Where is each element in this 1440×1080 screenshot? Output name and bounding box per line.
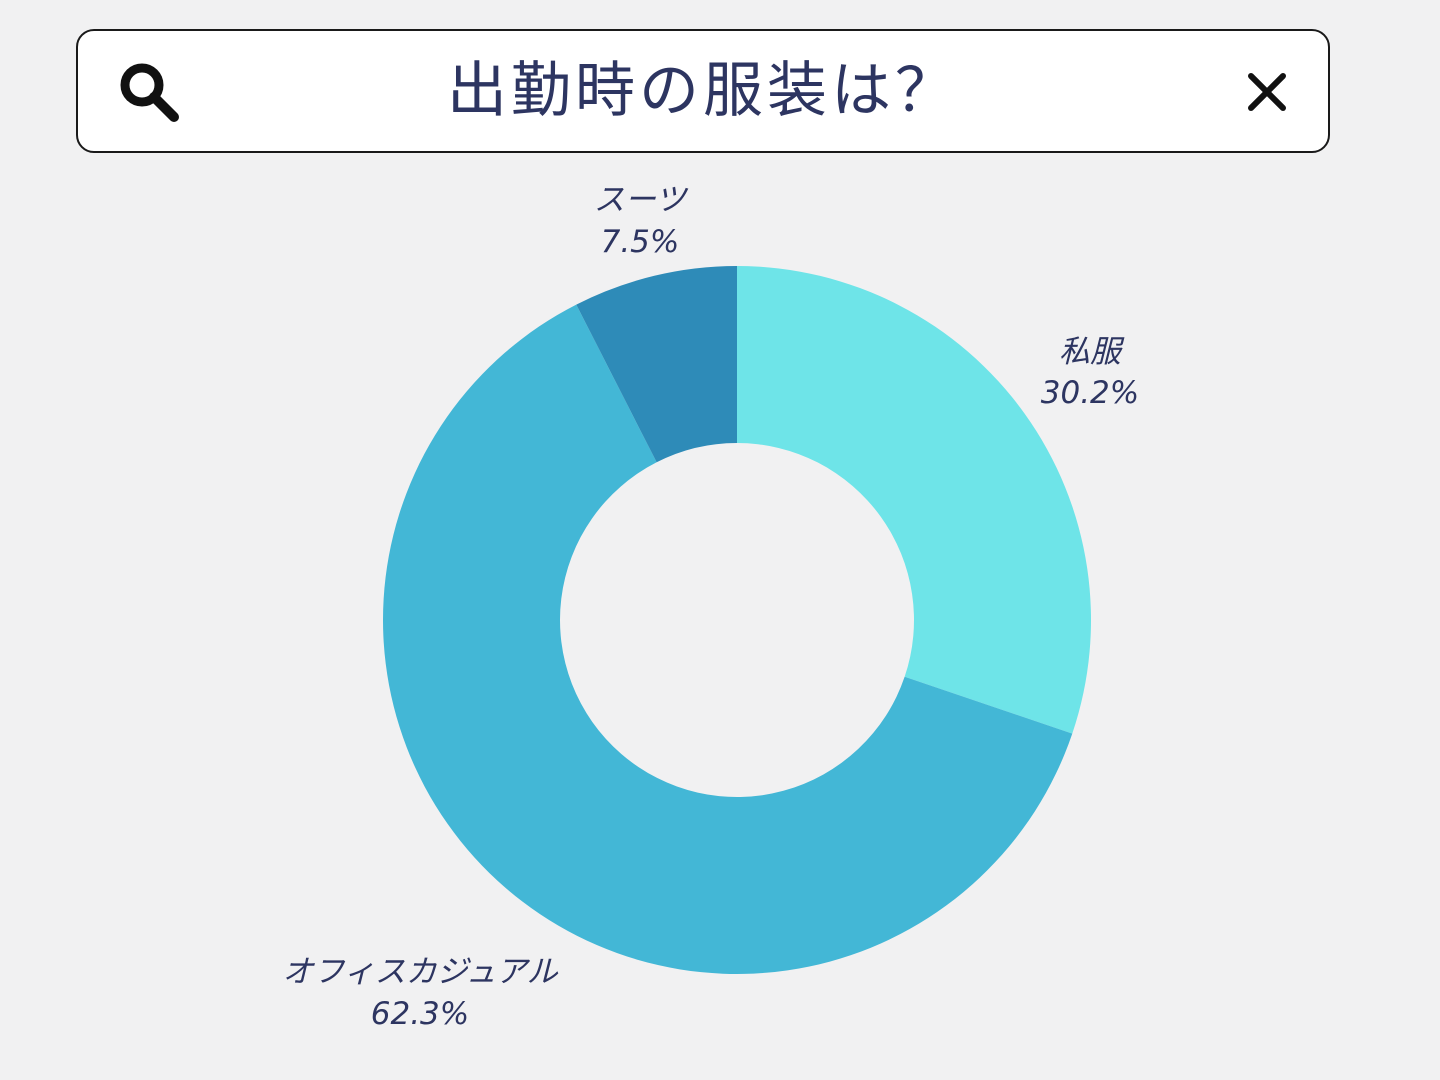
slice-label-name: 私服	[1059, 334, 1125, 370]
slice-label-name: スーツ	[594, 182, 689, 218]
search-query-title: 出勤時の服装は？	[447, 56, 959, 126]
search-icon[interactable]	[116, 59, 182, 125]
donut-slice	[576, 266, 737, 463]
slice-label-percent: 30.2%	[1041, 375, 1139, 411]
slice-label-name: オフィスカジュアル	[282, 954, 558, 990]
search-bar[interactable]: 出勤時の服装は？	[76, 29, 1330, 153]
donut-slices	[383, 266, 1091, 974]
donut-slice	[737, 266, 1091, 734]
slice-labels: 私服 30.2% オフィスカジュアル 62.3% スーツ 7.5%	[282, 182, 1139, 1032]
slice-label-percent: 7.5%	[601, 224, 680, 260]
close-icon[interactable]	[1244, 69, 1290, 115]
slice-label-percent: 62.3%	[371, 996, 469, 1032]
donut-slice	[383, 304, 1073, 974]
